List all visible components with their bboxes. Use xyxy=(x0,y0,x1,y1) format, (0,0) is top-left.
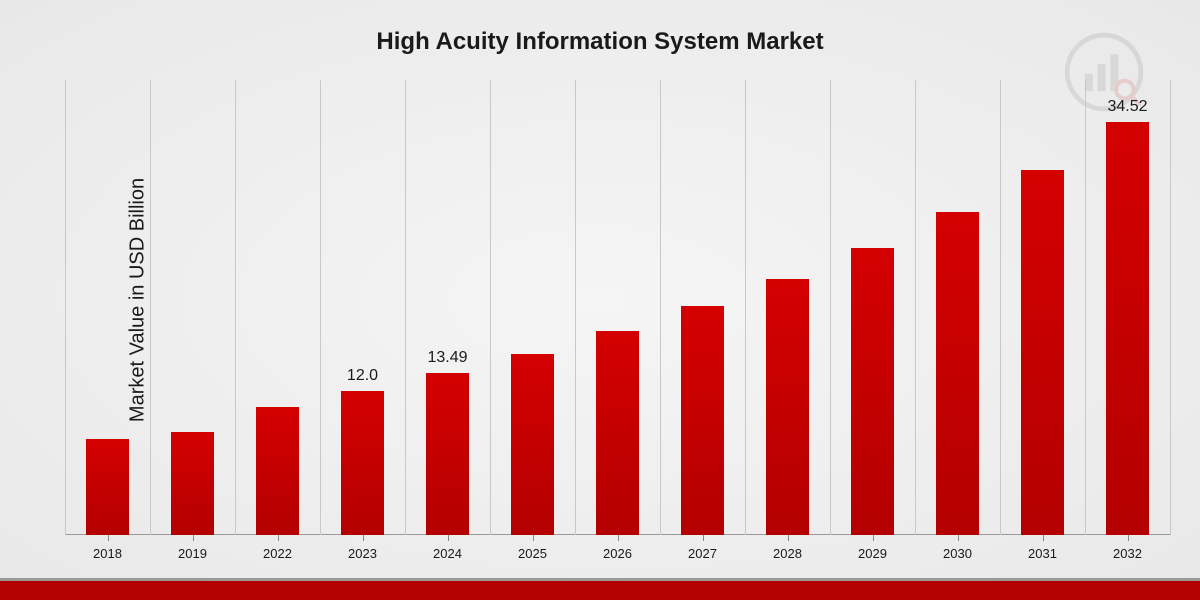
bar xyxy=(86,439,129,535)
gridline xyxy=(1085,80,1086,535)
x-axis-tick-label: 2032 xyxy=(1113,546,1142,561)
bar xyxy=(511,354,554,535)
x-tick-mark xyxy=(108,535,109,541)
bar xyxy=(1106,122,1149,535)
bar xyxy=(341,391,384,535)
x-axis-tick-label: 2028 xyxy=(773,546,802,561)
x-axis-tick-label: 2027 xyxy=(688,546,717,561)
x-tick-mark xyxy=(873,535,874,541)
bar xyxy=(851,248,894,535)
x-axis-tick-label: 2025 xyxy=(518,546,547,561)
bottom-accent-bar xyxy=(0,578,1200,600)
bar xyxy=(936,212,979,535)
x-axis-tick-label: 2022 xyxy=(263,546,292,561)
x-axis-tick-label: 2019 xyxy=(178,546,207,561)
gridline xyxy=(65,80,66,535)
x-tick-mark xyxy=(278,535,279,541)
x-tick-mark xyxy=(193,535,194,541)
gridline xyxy=(660,80,661,535)
bar-value-label: 13.49 xyxy=(427,349,467,367)
plot-area: 20182019202212.0202313.49202420252026202… xyxy=(65,80,1170,535)
bar xyxy=(1021,170,1064,535)
bar xyxy=(766,279,809,535)
bar xyxy=(171,432,214,535)
x-axis-tick-label: 2031 xyxy=(1028,546,1057,561)
x-axis-tick-label: 2030 xyxy=(943,546,972,561)
bar-value-label: 34.52 xyxy=(1107,98,1147,116)
gridline xyxy=(405,80,406,535)
bar xyxy=(256,407,299,535)
x-tick-mark xyxy=(363,535,364,541)
chart-title: High Acuity Information System Market xyxy=(376,28,823,56)
x-tick-mark xyxy=(618,535,619,541)
x-tick-mark xyxy=(703,535,704,541)
x-tick-mark xyxy=(1043,535,1044,541)
x-axis-tick-label: 2018 xyxy=(93,546,122,561)
bar xyxy=(426,373,469,535)
x-axis-tick-label: 2023 xyxy=(348,546,377,561)
gridline xyxy=(1000,80,1001,535)
x-axis-tick-label: 2026 xyxy=(603,546,632,561)
gridline xyxy=(575,80,576,535)
x-tick-mark xyxy=(448,535,449,541)
gridline xyxy=(490,80,491,535)
bar xyxy=(596,331,639,535)
x-axis-tick-label: 2024 xyxy=(433,546,462,561)
gridline xyxy=(915,80,916,535)
x-axis-tick-label: 2029 xyxy=(858,546,887,561)
x-tick-mark xyxy=(788,535,789,541)
gridline xyxy=(150,80,151,535)
x-tick-mark xyxy=(533,535,534,541)
x-tick-mark xyxy=(1128,535,1129,541)
gridline xyxy=(235,80,236,535)
gridline xyxy=(320,80,321,535)
bar xyxy=(681,306,724,535)
gridline xyxy=(1170,80,1171,535)
gridline xyxy=(745,80,746,535)
gridline xyxy=(830,80,831,535)
x-tick-mark xyxy=(958,535,959,541)
bar-value-label: 12.0 xyxy=(347,367,378,385)
chart-container: High Acuity Information System Market Ma… xyxy=(0,0,1200,600)
